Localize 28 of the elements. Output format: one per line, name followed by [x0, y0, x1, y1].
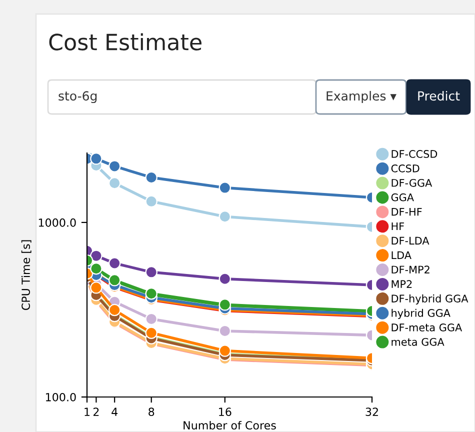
chart-title: Cost Estimate	[49, 33, 202, 50]
legend-label: DF-hybrid GGA	[392, 294, 468, 304]
x-tick-label: 32	[366, 408, 378, 416]
x-tick-label: 16	[219, 408, 232, 416]
legend-label: MP2	[392, 280, 412, 288]
legend-label: DF-GGA	[392, 178, 432, 187]
legend-label: GGA	[391, 193, 414, 202]
legend-label: DF-HF	[392, 208, 422, 216]
x-tick-label: 2	[93, 408, 99, 416]
legend-label: DF-LDA	[392, 236, 430, 244]
text: Examples ▾	[326, 90, 396, 104]
y-axis-title: CPU Time [s]	[21, 240, 32, 310]
legend-label: DF-CCSD	[392, 150, 438, 158]
legend-label: meta GGA	[392, 338, 444, 346]
x-tick-label: 4	[112, 408, 118, 416]
text: Predict	[418, 90, 460, 101]
legend-label: DF-MP2	[392, 266, 430, 274]
text: sto-6g	[58, 91, 97, 104]
legend-label: HF	[392, 222, 404, 230]
x-tick-label: 8	[148, 408, 154, 416]
y-tick-label: 1000.0	[38, 218, 76, 227]
legend-label: LDA	[392, 251, 412, 259]
legend-label: CCSD	[391, 164, 420, 172]
legend-label: hybrid GGA	[392, 308, 450, 319]
x-axis-title: Number of Cores	[184, 420, 276, 430]
y-tick-label: 100.0	[46, 392, 76, 402]
x-tick-label: 1	[84, 408, 90, 416]
legend-label: DF-meta GGA	[392, 324, 462, 332]
